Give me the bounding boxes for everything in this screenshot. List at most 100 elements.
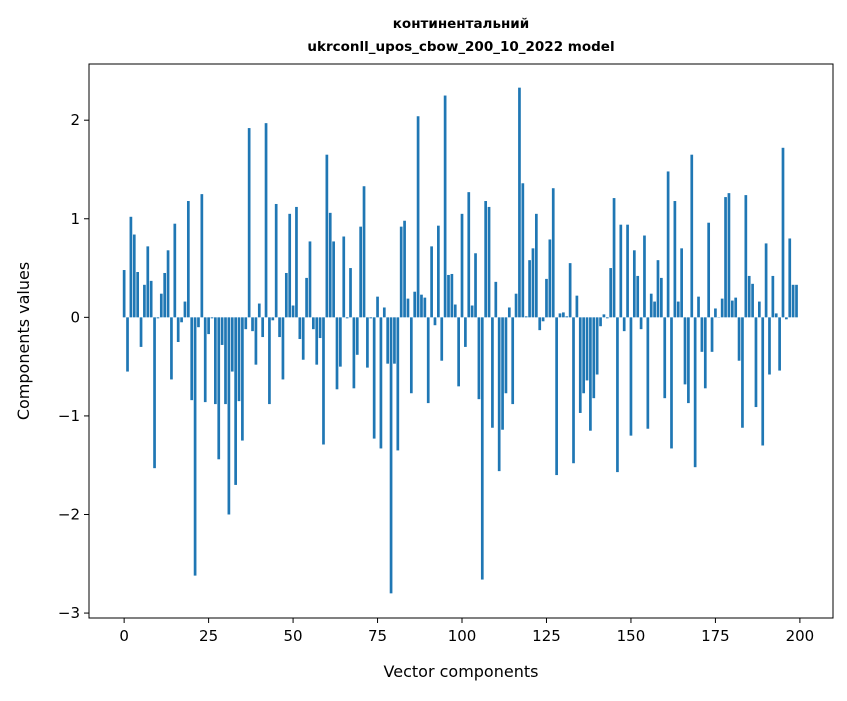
bar-21 (194, 317, 197, 575)
bar-158 (657, 260, 660, 317)
bar-143 (606, 317, 609, 318)
bar-137 (586, 317, 589, 380)
bar-56 (312, 317, 315, 329)
bar-17 (180, 317, 183, 322)
bar-174 (711, 317, 714, 352)
y-tick-label: 0 (70, 308, 80, 326)
bar-90 (427, 317, 430, 403)
bar-138 (589, 317, 592, 430)
bar-155 (646, 317, 649, 428)
x-tick-label: 75 (368, 627, 387, 645)
bar-179 (728, 193, 731, 317)
bar-58 (319, 317, 322, 338)
bar-125 (545, 279, 548, 317)
bar-177 (721, 299, 724, 318)
bar-131 (565, 316, 568, 317)
bar-172 (704, 317, 707, 388)
bar-40 (258, 304, 261, 318)
bar-94 (440, 317, 443, 360)
bar-161 (667, 171, 670, 317)
bar-72 (366, 317, 369, 367)
bar-34 (238, 317, 241, 401)
bar-50 (292, 306, 295, 318)
bar-195 (782, 148, 785, 318)
bar-171 (701, 317, 704, 352)
bar-37 (248, 128, 251, 317)
chart-title-line-1: континентальний (393, 16, 529, 32)
bar-145 (613, 198, 616, 317)
bar-64 (339, 317, 342, 366)
x-tick-label: 125 (532, 627, 561, 645)
bar-39 (255, 317, 258, 364)
bar-87 (417, 116, 420, 317)
bar-167 (687, 317, 690, 403)
chart-title-line-2: ukrconll_upos_cbow_200_10_2022 model (307, 39, 614, 55)
bar-98 (454, 305, 457, 318)
bar-84 (407, 299, 410, 318)
bar-53 (302, 317, 305, 359)
bar-75 (376, 297, 379, 318)
x-tick-label: 0 (119, 627, 129, 645)
bar-181 (734, 298, 737, 318)
bar-81 (396, 317, 399, 450)
bar-82 (400, 227, 403, 318)
bar-93 (437, 226, 440, 318)
bar-115 (511, 317, 514, 404)
bar-10 (157, 317, 160, 318)
bar-61 (329, 213, 332, 317)
bar-18 (184, 302, 187, 318)
bar-65 (342, 237, 345, 318)
bar-101 (464, 317, 467, 347)
bar-124 (542, 317, 545, 321)
bar-28 (217, 317, 220, 459)
bar-66 (346, 317, 349, 318)
bar-43 (268, 317, 271, 404)
bar-154 (643, 236, 646, 318)
bar-46 (278, 317, 281, 337)
bar-165 (680, 248, 683, 317)
bar-187 (755, 317, 758, 407)
bar-57 (315, 317, 318, 364)
bar-188 (758, 302, 761, 318)
bar-193 (775, 313, 778, 317)
bar-4 (136, 272, 139, 317)
bar-118 (521, 183, 524, 317)
bar-71 (363, 186, 366, 317)
x-tick-label: 50 (284, 627, 303, 645)
bar-73 (369, 317, 372, 318)
bar-13 (167, 250, 170, 317)
bar-111 (498, 317, 501, 471)
bar-38 (251, 317, 254, 331)
bar-151 (633, 250, 636, 317)
bar-134 (576, 296, 579, 318)
bar-60 (326, 155, 329, 318)
bar-96 (447, 275, 450, 317)
bar-45 (275, 204, 278, 317)
bar-52 (298, 317, 301, 339)
bar-199 (795, 285, 798, 318)
bar-100 (461, 214, 464, 318)
bar-127 (552, 188, 555, 317)
bar-102 (467, 192, 470, 317)
bar-196 (785, 317, 788, 319)
bar-197 (788, 238, 791, 317)
bar-62 (332, 241, 335, 317)
bar-36 (244, 317, 247, 329)
bar-7 (146, 246, 149, 317)
bar-105 (478, 317, 481, 399)
bar-170 (697, 297, 700, 318)
bar-116 (515, 294, 518, 318)
bar-136 (582, 317, 585, 393)
bar-41 (261, 317, 264, 337)
bar-142 (603, 314, 606, 317)
plot-frame (89, 64, 833, 618)
bar-70 (359, 227, 362, 318)
bar-144 (609, 268, 612, 317)
bar-140 (596, 317, 599, 374)
bar-133 (572, 317, 575, 463)
bar-126 (549, 239, 552, 317)
bar-139 (592, 317, 595, 398)
x-tick-label: 150 (617, 627, 646, 645)
